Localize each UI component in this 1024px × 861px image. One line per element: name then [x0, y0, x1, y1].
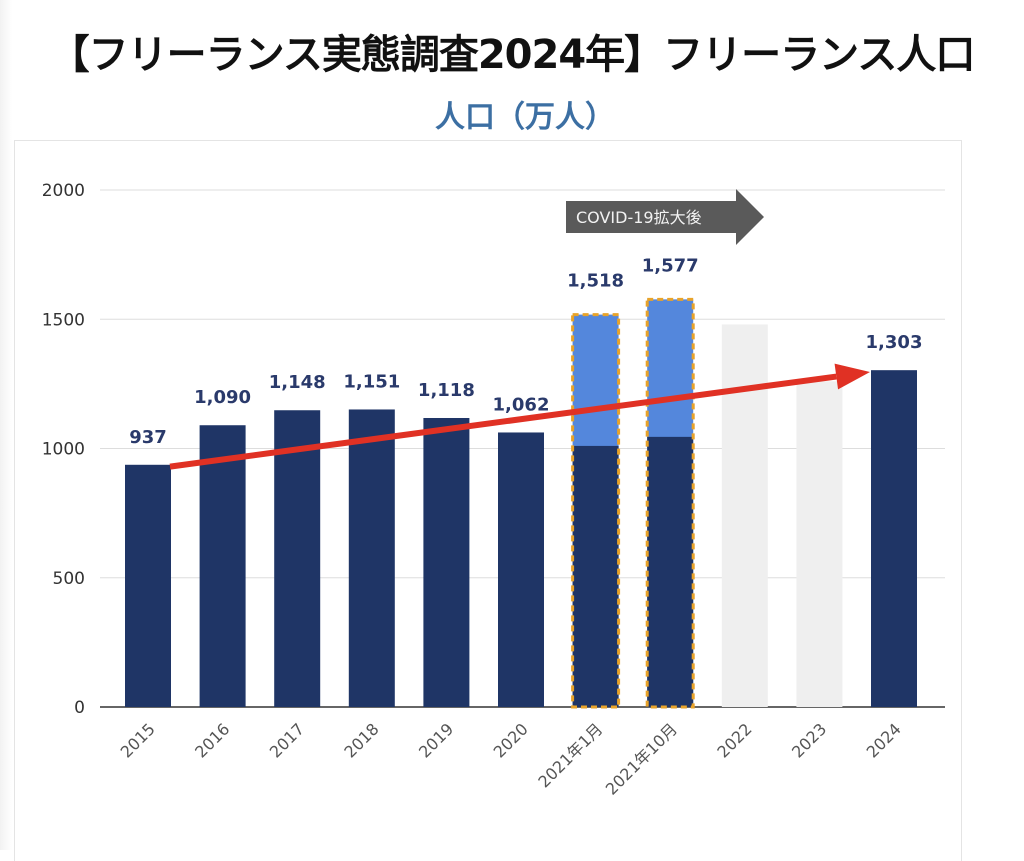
data-label: 1,303: [866, 332, 923, 353]
annotation-arrow-shape: [566, 189, 764, 245]
data-label: 1,151: [343, 371, 400, 392]
data-label: 1,090: [194, 387, 251, 408]
background-shade: [0, 0, 12, 850]
bar: [423, 417, 470, 707]
highlight-outline: [645, 297, 695, 709]
highlight-outline: [571, 313, 621, 709]
bar: [871, 370, 917, 707]
data-label: 1,518: [567, 271, 624, 292]
y-tick-label: 500: [53, 569, 85, 589]
x-tick-label: 2018: [340, 719, 382, 761]
ghost-bar: [721, 324, 768, 707]
trend-arrow-head: [834, 363, 870, 390]
x-tick-label: 2017: [266, 719, 308, 761]
x-tick-label: 2024: [863, 719, 905, 761]
y-tick-label: 1500: [42, 310, 85, 330]
y-tick-label: 2000: [42, 181, 85, 201]
annotation-label: COVID-19拡大後: [576, 208, 702, 227]
data-label: 1,118: [418, 380, 475, 401]
ghost-bar: [796, 381, 843, 707]
x-tick-label: 2015: [117, 719, 159, 761]
bar: [199, 425, 246, 707]
bar: [348, 409, 395, 707]
bar: [125, 464, 171, 707]
data-label: 1,148: [269, 372, 326, 393]
data-label: 1,577: [642, 255, 699, 276]
y-tick-label: 1000: [42, 440, 85, 460]
y-tick-label: 0: [74, 698, 85, 718]
bar: [498, 432, 544, 707]
bar: [274, 410, 321, 707]
x-tick-label: 2021年1月: [534, 719, 606, 791]
data-label: 1,062: [493, 394, 550, 415]
x-tick-label: 2016: [191, 719, 233, 761]
x-tick-label: 2023: [788, 719, 830, 761]
chart-subtitle: 人口（万人）: [435, 100, 615, 135]
x-tick-label: 2021年10月: [602, 719, 681, 798]
data-label: 937: [129, 427, 167, 448]
x-tick-label: 2020: [490, 719, 532, 761]
page-title: 【フリーランス実態調査2024年】フリーランス人口: [49, 32, 976, 78]
x-tick-label: 2019: [415, 719, 457, 761]
bar-base: [572, 445, 619, 707]
x-tick-label: 2022: [713, 719, 755, 761]
bar-base: [647, 436, 694, 707]
trend-arrow-line: [169, 373, 837, 470]
